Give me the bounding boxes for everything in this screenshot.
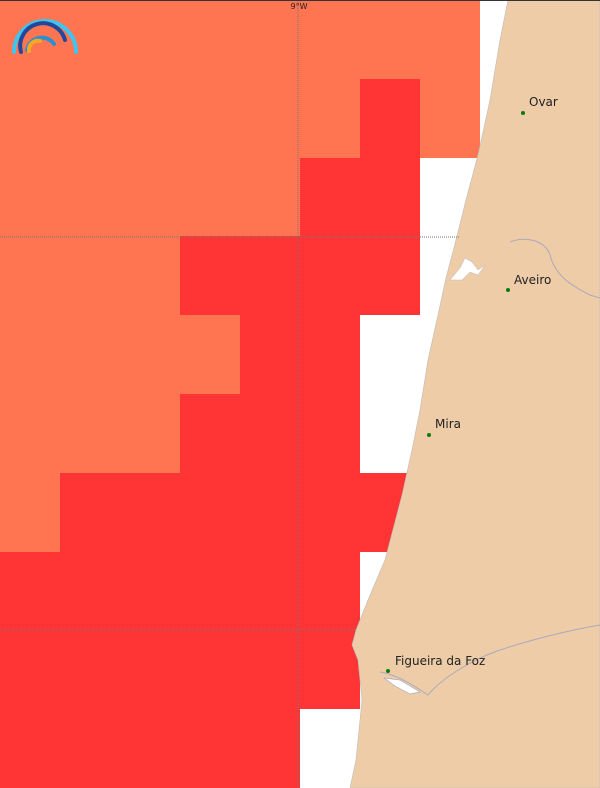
grid-cell-high bbox=[0, 394, 60, 473]
grid-cell-very-high bbox=[240, 236, 300, 315]
grid-cell-high bbox=[240, 0, 300, 79]
grid-cell-high bbox=[120, 0, 180, 79]
grid-cell-very-high bbox=[300, 394, 360, 473]
grid-cell-very-high bbox=[120, 473, 180, 552]
city-figueira-da-foz[interactable]: Figueira da Foz bbox=[386, 654, 485, 673]
grid-cell-very-high bbox=[360, 79, 420, 158]
grid-cell-very-high bbox=[300, 630, 360, 709]
grid-cell-very-high bbox=[180, 473, 240, 552]
grid-cell-high bbox=[60, 79, 120, 158]
grid-cell-high bbox=[300, 79, 360, 158]
city-marker bbox=[386, 669, 390, 673]
grid-cell-very-high bbox=[240, 552, 300, 630]
grid-cell-very-high bbox=[120, 630, 180, 709]
river-mondego bbox=[379, 624, 600, 696]
grid-cell-very-high bbox=[180, 394, 240, 473]
grid-cell-high bbox=[300, 0, 360, 79]
grid-cell-high bbox=[180, 79, 240, 158]
grid-cell-high bbox=[60, 315, 120, 394]
grid-cell-very-high bbox=[240, 315, 300, 394]
land bbox=[349, 0, 600, 788]
grid-cell-very-high bbox=[60, 473, 120, 552]
grid-cell-high bbox=[120, 394, 180, 473]
city-marker bbox=[521, 111, 525, 115]
grid-cell-high bbox=[180, 158, 240, 236]
grid-cell-high bbox=[60, 236, 120, 315]
grid-cell-very-high bbox=[60, 630, 120, 709]
grid-cell-high bbox=[120, 315, 180, 394]
grid-cell-high bbox=[120, 158, 180, 236]
grid-cell-very-high bbox=[180, 709, 240, 788]
risk-grid bbox=[0, 0, 480, 788]
grid-cell-very-high bbox=[300, 158, 360, 236]
grid-cell-very-high bbox=[240, 709, 300, 788]
grid-cell-very-high bbox=[300, 236, 360, 315]
grid-cell-high bbox=[0, 79, 60, 158]
grid-cell-high bbox=[0, 473, 60, 552]
city-mira[interactable]: Mira bbox=[427, 417, 461, 437]
grid-cell-high bbox=[180, 315, 240, 394]
grid-cell-very-high bbox=[180, 236, 240, 315]
city-label: Ovar bbox=[529, 95, 558, 109]
logo-rainbow-icon bbox=[12, 19, 78, 54]
grid-cell-high bbox=[240, 79, 300, 158]
grid-cell-very-high bbox=[180, 552, 240, 630]
grid-cell-very-high bbox=[0, 552, 60, 630]
city-ovar[interactable]: Ovar bbox=[521, 95, 558, 115]
grid-cell-very-high bbox=[120, 709, 180, 788]
grid-cell-very-high bbox=[240, 630, 300, 709]
grid-cell-very-high bbox=[60, 552, 120, 630]
grid-cell-high bbox=[0, 236, 60, 315]
city-marker bbox=[506, 288, 510, 292]
grid-cell-high bbox=[60, 0, 120, 79]
aveiro-lagoon bbox=[449, 257, 486, 281]
grid-cell-very-high bbox=[0, 630, 60, 709]
city-label: Mira bbox=[435, 417, 461, 431]
city-aveiro[interactable]: Aveiro bbox=[506, 273, 551, 292]
grid-cell-very-high bbox=[360, 236, 420, 315]
grid-cell-high bbox=[60, 394, 120, 473]
city-label: Aveiro bbox=[514, 273, 551, 287]
grid-cell-high bbox=[120, 79, 180, 158]
grid-cell-high bbox=[180, 0, 240, 79]
grid-cell-high bbox=[0, 158, 60, 236]
grid-cell-very-high bbox=[60, 709, 120, 788]
grid-cell-high bbox=[420, 0, 480, 79]
grid-cell-high bbox=[60, 158, 120, 236]
grid-cell-high bbox=[120, 236, 180, 315]
grid-cell-high bbox=[420, 79, 480, 158]
grid-cell-high bbox=[240, 158, 300, 236]
grid-cell-very-high bbox=[300, 315, 360, 394]
city-marker bbox=[427, 433, 431, 437]
grid-label-9w: 9°W bbox=[291, 2, 308, 11]
grid-cell-very-high bbox=[360, 158, 420, 236]
grid-cell-very-high bbox=[180, 630, 240, 709]
grid-cell-very-high bbox=[0, 709, 60, 788]
river-vouga bbox=[509, 238, 600, 299]
city-label: Figueira da Foz bbox=[395, 654, 485, 668]
grid-cell-very-high bbox=[240, 394, 300, 473]
grid-cell-high bbox=[0, 315, 60, 394]
grid-cell-very-high bbox=[240, 473, 300, 552]
grid-cell-very-high bbox=[300, 552, 360, 630]
mondego-estuary bbox=[383, 677, 421, 695]
grid-cell-very-high bbox=[120, 552, 180, 630]
grid-cell-very-high bbox=[300, 473, 360, 552]
grid-cell-high bbox=[360, 0, 420, 79]
